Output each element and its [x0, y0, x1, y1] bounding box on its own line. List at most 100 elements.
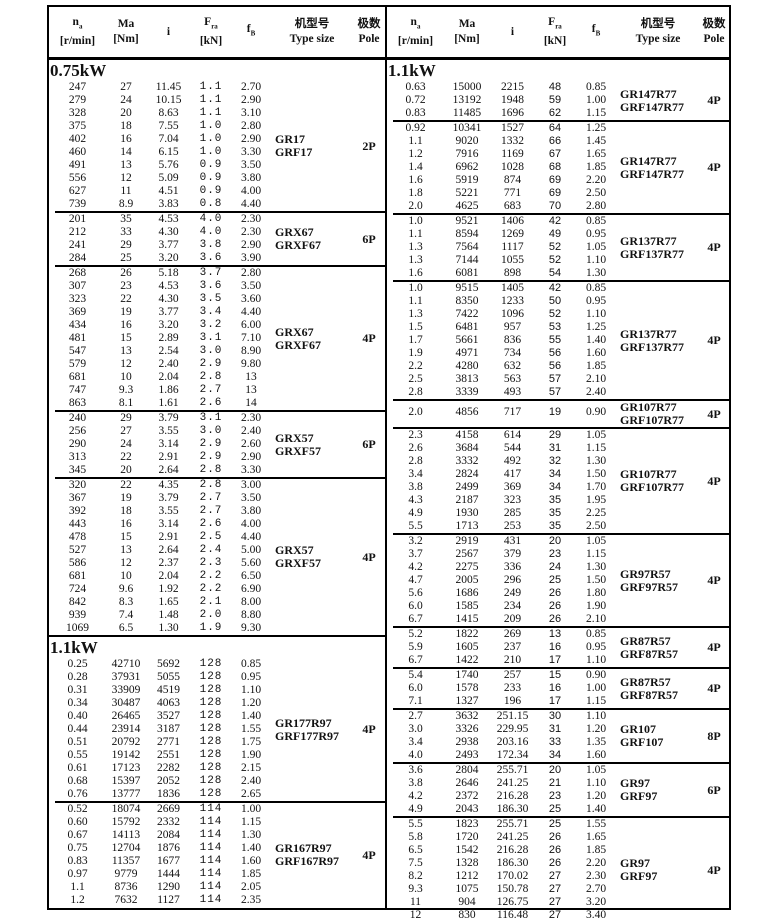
- service-factor-cell: 0.85: [585, 81, 607, 93]
- output-torque-cell: 27: [120, 81, 132, 93]
- output-torque-cell: 3684: [455, 442, 479, 454]
- output-speed-cell: 5.5: [408, 818, 423, 830]
- output-torque-cell: 19: [120, 492, 132, 504]
- service-factor-cell: 2.90: [240, 94, 262, 106]
- radial-load-cell: 24: [548, 561, 562, 573]
- output-torque-cell: 1720: [455, 831, 479, 843]
- output-speed-cell: 556: [68, 172, 87, 184]
- output-speed-cell: 212: [68, 226, 87, 238]
- service-factor-cell: 3.60: [240, 293, 262, 305]
- ratio-cell: 253: [503, 520, 522, 532]
- ratio-cell: 150.78: [496, 883, 529, 895]
- output-speed-cell: 328: [68, 107, 87, 119]
- type-size-name: GR147R77: [620, 153, 677, 168]
- output-torque-cell: 3632: [455, 710, 479, 722]
- output-torque-cell: 16: [120, 319, 132, 331]
- radial-load-cell: 52: [548, 254, 562, 266]
- ratio-cell: 2052: [157, 775, 180, 787]
- output-speed-cell: 481: [68, 332, 87, 344]
- header-label: i: [490, 25, 535, 40]
- service-factor-cell: 8.00: [240, 596, 262, 608]
- table-row: 11 904 126.75 27 3.20: [387, 896, 617, 909]
- ratio-cell: 1332: [501, 135, 524, 147]
- service-factor-cell: 1.40: [240, 842, 262, 854]
- table-row: 627 11 4.51 0.9 4.00: [49, 185, 271, 198]
- table-row: 0.67 14113 2084 114 1.30: [49, 829, 271, 842]
- table-row: 863 8.1 1.61 2.6 14: [49, 397, 271, 410]
- service-factor-cell: 8.90: [240, 345, 262, 357]
- radial-load-cell: 2.5: [199, 531, 223, 543]
- output-speed-cell: 7.1: [408, 695, 423, 707]
- output-speed-cell: 478: [68, 531, 87, 543]
- output-torque-cell: 1686: [455, 587, 479, 599]
- radial-load-cell: 42: [548, 215, 562, 227]
- output-torque-cell: 29: [120, 239, 132, 251]
- table-row: 3.2 2919 431 20 1.05: [387, 535, 617, 548]
- service-factor-cell: 1.95: [585, 494, 607, 506]
- ratio-cell: 2.40: [158, 358, 179, 370]
- output-torque-cell: 5221: [455, 187, 479, 199]
- ratio-cell: 1290: [157, 881, 180, 893]
- output-speed-cell: 279: [68, 94, 87, 106]
- table-row: 6.7 1422 210 17 1.10: [387, 654, 617, 667]
- table-row: 2.8 3339 493 57 2.40: [387, 386, 617, 399]
- output-torque-cell: 37931: [111, 671, 141, 683]
- table-row: 6.0 1578 233 16 1.00: [387, 682, 617, 695]
- radial-load-cell: 2.4: [199, 544, 223, 556]
- service-factor-cell: 13: [245, 384, 257, 396]
- radial-load-cell: 42: [548, 282, 562, 294]
- service-factor-cell: 1.20: [585, 723, 607, 735]
- radial-load-cell: 2.8: [199, 464, 223, 476]
- ratio-cell: 717: [503, 406, 522, 418]
- ratio-cell: 563: [503, 373, 522, 385]
- table-row: 3.8 2499 369 34 1.70: [387, 481, 617, 494]
- output-torque-cell: 22: [120, 451, 132, 463]
- service-factor-cell: 9.80: [240, 358, 262, 370]
- ratio-cell: 3.83: [158, 198, 179, 210]
- power-rating-heading: 0.75kW: [50, 61, 107, 80]
- ratio-cell: 1836: [157, 788, 180, 800]
- table-row: 0.28 37931 5055 128 0.95: [49, 671, 271, 684]
- type-size-cell: GR97 GRF97: [617, 764, 699, 816]
- service-factor-cell: 4.40: [240, 198, 262, 210]
- output-torque-cell: 18: [120, 505, 132, 517]
- output-speed-cell: 6.5: [408, 844, 423, 856]
- radial-load-cell: 114: [199, 855, 223, 867]
- output-speed-cell: 5.9: [408, 641, 423, 653]
- service-factor-cell: 2.90: [240, 133, 262, 145]
- table-row: 9.3 1075 150.78 27 2.70: [387, 883, 617, 896]
- service-factor-cell: 8.80: [240, 609, 262, 621]
- radial-load-cell: 20: [548, 535, 562, 547]
- radial-load-cell: 26: [548, 600, 562, 612]
- ratio-cell: 216.28: [496, 844, 529, 856]
- type-size-name: GRXF67: [275, 238, 321, 252]
- output-speed-cell: 320: [68, 479, 87, 491]
- radial-load-cell: 21: [548, 777, 562, 789]
- service-factor-cell: 1.80: [585, 587, 607, 599]
- table-row: 1.3 7564 1117 52 1.05: [387, 241, 617, 254]
- right-table-panel: na [r/min] Ma [Nm] i Fra [kN] fB 机型号 Type size 极数 P…: [387, 7, 729, 921]
- header-label: i: [146, 25, 191, 40]
- service-factor-cell: 1.00: [585, 682, 607, 694]
- radial-load-cell: 52: [548, 308, 562, 320]
- service-factor-cell: 1.10: [585, 710, 607, 722]
- output-torque-cell: 19142: [111, 749, 141, 761]
- ratio-cell: 5055: [157, 671, 180, 683]
- radial-load-cell: 54: [548, 267, 562, 279]
- table-row: 328 20 8.63 1.1 3.10: [49, 107, 271, 120]
- output-torque-cell: 4625: [455, 200, 479, 212]
- type-size-name: GR137R77: [620, 233, 677, 248]
- header-symbol: Ma: [458, 18, 476, 30]
- type-size-name: GRF97: [620, 869, 658, 883]
- service-factor-cell: 2.50: [585, 520, 607, 532]
- table-row: 434 16 3.20 3.2 6.00: [49, 319, 271, 332]
- ratio-cell: 734: [503, 347, 522, 359]
- table-row: 0.83 11357 1677 114 1.60: [49, 855, 271, 868]
- radial-load-cell: 27: [548, 896, 562, 908]
- type-size-cell: GR177R97 GRF177R97: [271, 658, 353, 801]
- header-label: 机型号: [271, 17, 353, 32]
- table-row: 681 10 2.04 2.2 6.50: [49, 570, 271, 583]
- output-speed-cell: 5.4: [408, 669, 423, 681]
- ratio-cell: 1096: [501, 308, 524, 320]
- ratio-cell: 2.04: [158, 570, 179, 582]
